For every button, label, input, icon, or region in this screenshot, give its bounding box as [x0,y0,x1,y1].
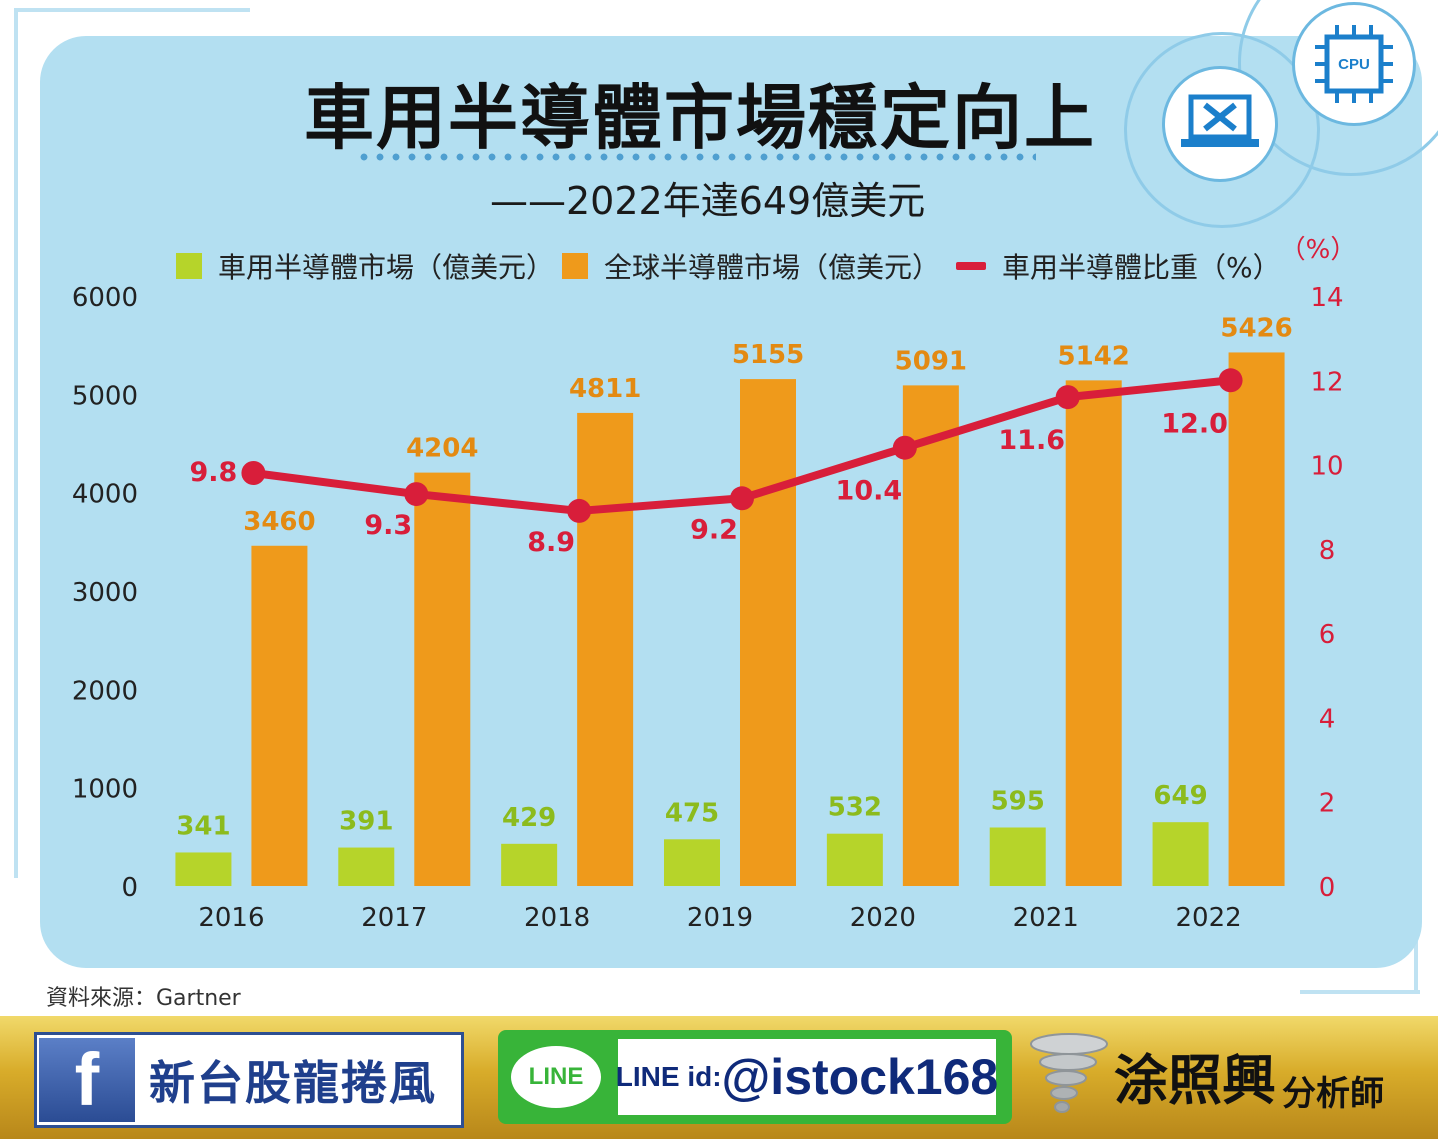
line-id-box: LINE id: @istock168 [615,1039,999,1115]
y-left-tick-label-3: 3000 [72,578,138,608]
bar-global-2018 [577,412,634,886]
line-icon[interactable]: LINE [506,1035,606,1119]
bar-global-label-2016: 3460 [243,507,315,537]
laptop-tools-icon [1162,66,1278,182]
bar-global-label-2018: 4811 [569,374,641,404]
legend-swatch-ratio [956,262,986,270]
y-right-tick-label-1: 2 [1319,789,1336,819]
cpu-icon: CPU [1292,2,1416,126]
y-right-tick-label-0: 0 [1319,873,1336,903]
analyst-title: 分析師 [1282,1074,1384,1114]
source-note: 資料來源：Gartner [46,986,241,1011]
bar-auto-2022 [1152,822,1209,886]
x-tick-label-2016: 2016 [198,903,264,933]
ratio-label-2016: 9.8 [190,457,238,488]
facebook-icon[interactable]: f [39,1038,135,1122]
bar-auto-label-2021: 595 [991,786,1045,816]
bar-global-2020 [902,385,959,886]
bar-global-2022 [1228,352,1285,886]
chart-plot: 0 1000 2000 3000 4000 5000 6000 0 2 4 6 8 10 12 14 （%） 3… [72,235,1357,933]
y-left-tick-label-2: 2000 [72,676,138,706]
ratio-point-2018 [567,498,592,523]
chart-title: 車用半導體市場穩定向上 [304,77,1096,159]
ratio-label-2018: 8.9 [527,527,575,558]
chart-subtitle: ——2022年達649億美元 [490,179,926,223]
line-logo-text: LINE [511,1046,601,1108]
analyst-name: 涂照興 [1114,1048,1276,1112]
bar-global-label-2017: 4204 [406,434,478,464]
legend-label-ratio: 車用半導體比重（%） [1002,251,1281,284]
y-left-tick-label-6: 6000 [72,283,138,313]
ratio-label-2022: 12.0 [1161,408,1228,439]
bar-global-2019 [740,379,796,886]
bar-auto-2017 [338,847,395,886]
ratio-label-2021: 11.6 [998,425,1065,456]
y-left-tick-label-4: 4000 [72,480,138,510]
bar-global-label-2021: 5142 [1058,341,1130,371]
y-right-axis-unit: （%） [1280,235,1357,265]
legend-swatch-global [562,253,588,279]
bar-auto-label-2022: 649 [1153,781,1207,811]
bar-auto-label-2020: 532 [828,793,882,823]
legend-item-global: 全球半導體市場（億美元） [562,248,940,284]
bar-global-label-2022: 5426 [1220,313,1292,343]
y-right-tick-label-4: 8 [1319,536,1336,566]
facebook-page-name: 新台股龍捲風 [149,1056,437,1110]
bar-global-label-2020: 5091 [895,346,967,376]
y-right-tick-label-5: 10 [1310,452,1343,482]
decor-line-top [14,8,250,12]
bar-auto-2018 [501,843,558,886]
y-left-tick-label-5: 5000 [72,381,138,411]
y-right-tick-label-2: 4 [1319,704,1336,734]
bar-global-2017 [414,472,471,886]
ratio-point-2017 [404,482,429,507]
bar-auto-label-2018: 429 [502,803,556,833]
ratio-point-2020 [892,435,917,460]
bar-auto-2016 [175,852,232,886]
cpu-text: CPU [1338,56,1370,73]
line-id-prefix: LINE id: [615,1061,722,1092]
title-divider [356,152,1036,162]
y-right-tick-label-3: 6 [1319,620,1336,650]
line-id: @istock168 [721,1049,999,1105]
bar-auto-2020 [826,833,883,886]
ratio-point-2022 [1218,368,1243,393]
x-tick-label-2020: 2020 [850,903,916,933]
x-tick-label-2019: 2019 [687,903,753,933]
x-tick-label-2017: 2017 [361,903,427,933]
x-tick-label-2022: 2022 [1175,903,1241,933]
ratio-point-2021 [1055,385,1080,410]
bar-auto-label-2019: 475 [665,798,719,828]
legend-swatch-auto [176,253,202,279]
line-block[interactable]: LINE LINE id: @istock168 [498,1030,1012,1124]
ratio-point-2016 [241,461,266,485]
decor-line-bottom-right [1300,990,1420,994]
bar-global-label-2019: 5155 [732,340,804,370]
y-left-tick-label-1: 1000 [72,775,138,805]
ratio-label-2017: 9.3 [364,510,412,541]
bar-global-2016 [251,545,308,886]
legend-label-global: 全球半導體市場（億美元） [604,251,941,284]
y-left-tick-label-0: 0 [121,873,138,903]
bar-global-2021 [1065,380,1122,886]
y-right-tick-label-7: 14 [1310,283,1343,313]
legend-item-ratio: 車用半導體比重（%） [956,248,1281,284]
y-right-tick-label-6: 12 [1310,367,1343,397]
x-tick-label-2021: 2021 [1013,903,1079,933]
bar-auto-2019 [664,839,720,886]
bar-auto-label-2016: 341 [176,811,230,841]
legend-label-auto: 車用半導體市場（億美元） [218,251,555,284]
decor-line-left [14,8,18,878]
facebook-block[interactable]: f 新台股龍捲風 [34,1032,464,1128]
bar-auto-label-2017: 391 [339,807,393,837]
ratio-label-2019: 9.2 [690,514,738,545]
ratio-point-2019 [730,486,754,511]
ratio-label-2020: 10.4 [836,476,903,507]
legend-item-auto: 車用半導體市場（億美元） [176,248,554,284]
bar-auto-2021 [989,827,1046,886]
x-tick-label-2018: 2018 [524,903,590,933]
tornado-icon [1030,1033,1108,1113]
